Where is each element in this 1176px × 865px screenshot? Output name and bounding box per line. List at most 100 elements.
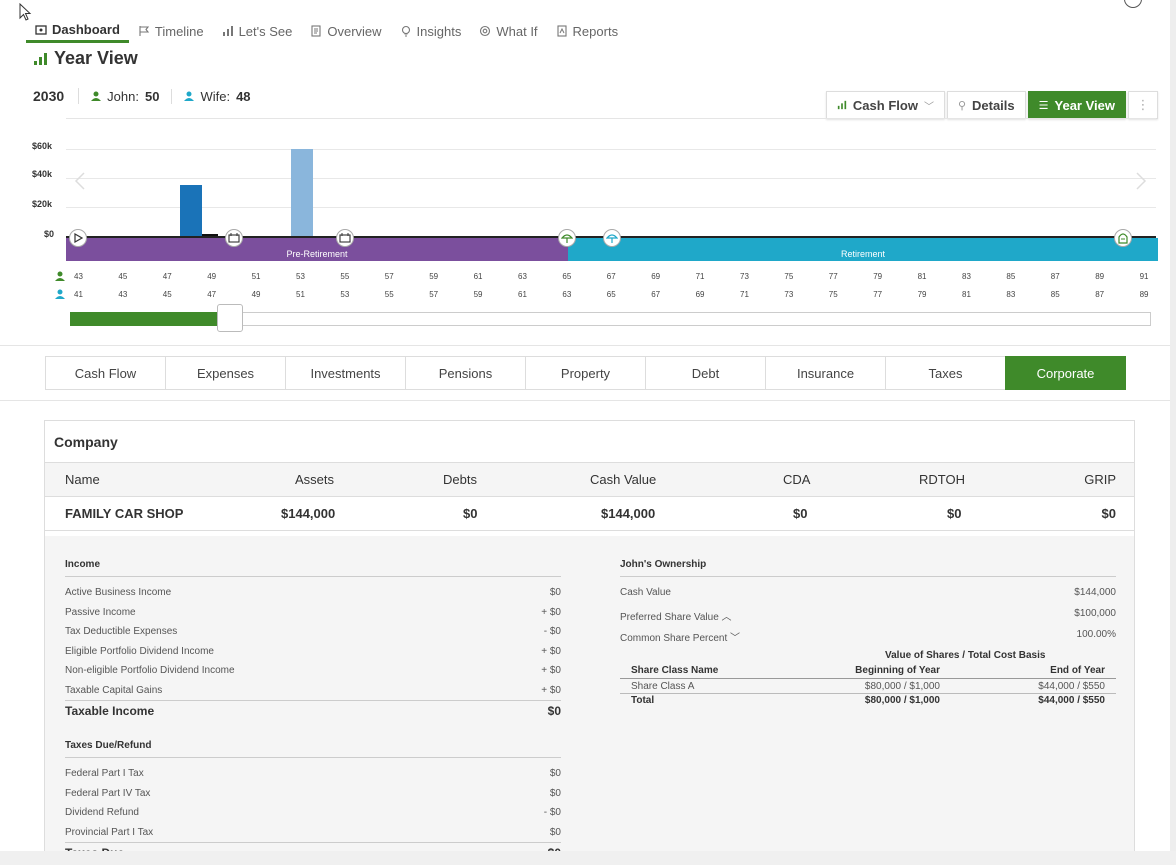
taxes-heading: Taxes Due/Refund [65, 740, 152, 751]
company-cash-value: $144,000 [601, 506, 656, 521]
bottom-edge [0, 851, 1176, 865]
age-tick-label: 75 [828, 290, 838, 299]
retirement-marker-john[interactable] [558, 229, 576, 247]
tab-insights[interactable]: Insights [391, 19, 471, 43]
view-toolbar: Cash Flow ﹀ ⚲ Details ☰ Year View ⋮ [825, 91, 1158, 119]
tab-taxes[interactable]: Taxes [885, 356, 1006, 390]
john-age: 50 [144, 88, 160, 104]
end-marker[interactable] [1114, 229, 1132, 247]
tab-expenses[interactable]: Expenses [165, 356, 286, 390]
tab-dashboard-label: Dashboard [52, 22, 120, 37]
tab-insights-label: Insights [416, 23, 462, 39]
age-tick-label: 57 [384, 272, 394, 281]
age-tick-label: 81 [917, 272, 927, 281]
selected-year: 2030 [33, 88, 80, 104]
chart-bar[interactable] [202, 234, 219, 236]
chart-bar[interactable] [291, 149, 314, 236]
tab-reports[interactable]: Reports [547, 19, 628, 43]
detail-label: Tax Deductible Expenses [65, 626, 178, 638]
year-view-button[interactable]: ☰ Year View [1027, 91, 1126, 119]
wife-label: Wife: [200, 88, 231, 104]
divider [620, 693, 1116, 694]
search-icon: ⚲ [957, 99, 966, 112]
tab-pensions[interactable]: Pensions [405, 356, 526, 390]
event-marker[interactable] [336, 229, 354, 247]
age-tick-label: 89 [1139, 290, 1149, 299]
age-tick-label: 85 [1050, 290, 1060, 299]
tab-lets-see[interactable]: Let's See [213, 19, 302, 43]
age-tick-label: 57 [429, 290, 439, 299]
tab-dashboard[interactable]: Dashboard [26, 19, 129, 43]
year-slider-handle[interactable] [217, 304, 244, 332]
age-tick-label: 51 [296, 290, 305, 299]
more-options-button[interactable]: ⋮ [1128, 91, 1158, 119]
share-class-a-name: Share Class A [631, 681, 695, 692]
tab-overview[interactable]: Overview [301, 19, 390, 43]
main-nav: Dashboard Timeline Let's See Overview In… [26, 19, 627, 45]
divider [65, 700, 561, 701]
company-grip: $0 [1101, 506, 1116, 521]
play-marker[interactable] [69, 229, 87, 247]
detail-label: Non-eligible Portfolio Dividend Income [65, 665, 235, 677]
help-icon[interactable] [1124, 0, 1142, 8]
year-info: 2030 John: 50 Wife: 48 [33, 88, 263, 104]
tab-timeline[interactable]: Timeline [129, 19, 213, 43]
age-tick-label: 45 [118, 272, 128, 281]
flag-icon [139, 26, 150, 36]
tab-lets-see-label: Let's See [238, 23, 293, 39]
detail-value: $100,000 [1074, 608, 1116, 619]
scrollbar[interactable] [1170, 0, 1176, 865]
detail-label: Taxable Capital Gains [65, 685, 163, 696]
mouse-cursor-icon [19, 3, 32, 21]
details-label: Details [972, 97, 1015, 113]
col-share-class-name: Share Class Name [631, 665, 719, 676]
tab-insurance[interactable]: Insurance [765, 356, 886, 390]
detail-label: Active Business Income [65, 587, 172, 598]
year-view-label: Year View [1054, 97, 1115, 113]
divider [0, 400, 1170, 401]
age-tick-label: 71 [740, 290, 749, 299]
retirement-marker-wife[interactable] [603, 229, 621, 247]
band-label: Pre-Retirement [286, 249, 348, 259]
john-label: John: [107, 88, 139, 104]
tombstone-icon [1118, 233, 1128, 244]
detail-value: + $0 [541, 685, 561, 696]
tab-investments[interactable]: Investments [285, 356, 406, 390]
event-marker[interactable] [225, 229, 243, 247]
age-tick-label: 71 [695, 272, 705, 281]
tab-debt[interactable]: Debt [645, 356, 766, 390]
tab-what-if-label: What If [496, 23, 538, 39]
age-tick-label: 87 [1050, 272, 1060, 281]
age-tick-label: 43 [118, 290, 128, 299]
age-tick-label: 91 [1139, 272, 1149, 281]
chart-bar[interactable] [180, 185, 203, 236]
col-header-rdtoh: RDTOH [919, 472, 965, 487]
wife-age: 48 [236, 88, 251, 104]
age-tick-label: 63 [518, 272, 527, 281]
bar-chart-icon [222, 26, 233, 36]
tab-what-if[interactable]: What If [470, 19, 546, 43]
detail-label: Federal Part I Tax [65, 768, 144, 779]
wife-age-info: Wife: 48 [171, 88, 262, 104]
chevron-right-icon[interactable] [1135, 172, 1147, 190]
age-tick-label: 89 [1095, 272, 1105, 281]
age-tick-label: 59 [473, 290, 483, 299]
company-row[interactable]: FAMILY CAR SHOP $144,000 $0 $144,000 $0 … [45, 497, 1134, 531]
col-header-name: Name [65, 472, 100, 487]
company-details-panel: Income Active Business Income $0 Passive I… [45, 536, 1134, 865]
play-icon [74, 233, 83, 243]
detail-label: Provincial Part I Tax [65, 826, 154, 838]
tab-corporate[interactable]: Corporate [1005, 356, 1126, 390]
age-tick-label: 67 [651, 290, 661, 299]
age-tick-label: 43 [74, 272, 83, 281]
tab-cash-flow[interactable]: Cash Flow [45, 356, 166, 390]
tab-property[interactable]: Property [525, 356, 646, 390]
details-button[interactable]: ⚲ Details [946, 91, 1026, 119]
age-tick-label: 47 [162, 272, 172, 281]
chevron-left-icon[interactable] [74, 172, 86, 190]
share-total-end: $44,000 / $550 [1038, 695, 1105, 706]
cash-flow-dropdown[interactable]: Cash Flow ﹀ [825, 91, 945, 119]
divider [66, 118, 1156, 119]
company-table-header: Name Assets Debts Cash Value CDA RDTOH G… [45, 463, 1134, 497]
col-end-of-year: End of Year [1050, 665, 1105, 676]
